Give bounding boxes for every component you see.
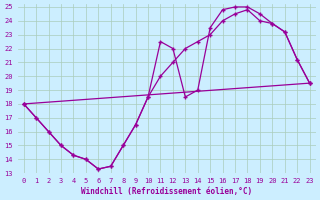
X-axis label: Windchill (Refroidissement éolien,°C): Windchill (Refroidissement éolien,°C) bbox=[81, 187, 252, 196]
